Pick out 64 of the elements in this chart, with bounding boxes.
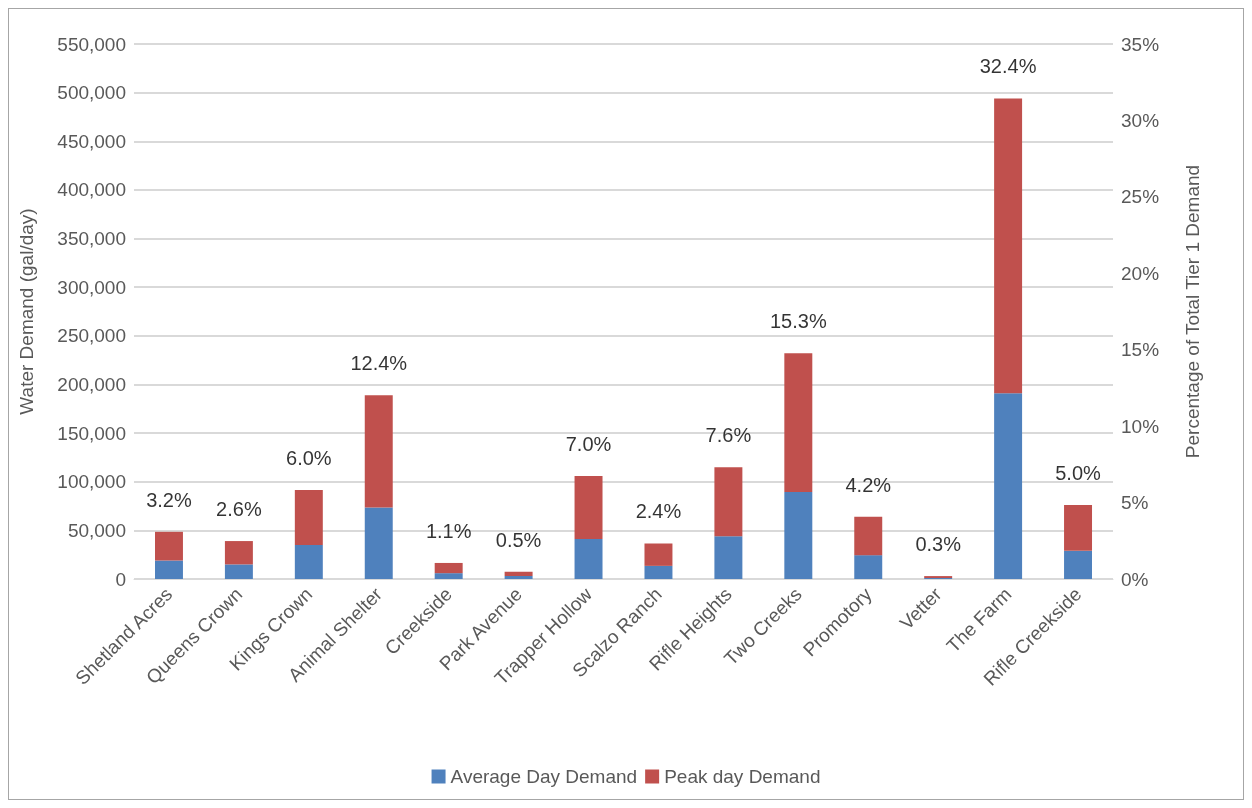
- bar: [154, 560, 183, 579]
- bar: [504, 576, 533, 579]
- y2-tick-label: 5%: [1121, 492, 1149, 514]
- legend-label: Average Day Demand: [450, 766, 638, 787]
- y-tick-label: 200,000: [57, 373, 126, 395]
- bar: [224, 564, 253, 579]
- annotation: 1.1%: [425, 519, 472, 542]
- bar: [504, 571, 533, 577]
- bar: [434, 573, 463, 579]
- annotation: 5.0%: [1055, 462, 1102, 485]
- bar: [854, 516, 883, 556]
- y-tick-label: 300,000: [57, 276, 126, 298]
- y2-axis-title: Percentage of Total Tier 1 Demand: [1182, 164, 1203, 459]
- annotation: 4.2%: [845, 473, 892, 496]
- y2-tick-label: 0%: [1121, 568, 1149, 590]
- annotation: 0.3%: [915, 533, 962, 556]
- y2-tick-label: 15%: [1121, 339, 1160, 361]
- bar: [784, 353, 813, 492]
- annotation: 32.4%: [979, 55, 1037, 78]
- y-axis-title: Water Demand (gal/day): [16, 208, 37, 415]
- annotation: 6.0%: [286, 447, 332, 469]
- bar: [294, 544, 323, 579]
- annotation: 3.2%: [146, 488, 192, 511]
- bar: [224, 541, 253, 565]
- annotation: 7.0%: [565, 432, 612, 455]
- bar: [644, 543, 673, 566]
- bar: [1064, 550, 1093, 579]
- y2-tick-label: 35%: [1121, 33, 1160, 55]
- bar: [574, 475, 603, 540]
- annotation: 7.6%: [705, 424, 752, 447]
- annotation: 15.3%: [769, 310, 827, 333]
- y-tick-label: 150,000: [57, 422, 126, 444]
- y-tick-label: 250,000: [57, 325, 126, 347]
- legend-label: Peak day Demand: [664, 766, 821, 787]
- bar: [574, 539, 603, 579]
- bar: [994, 393, 1023, 579]
- y-tick-label: 100,000: [57, 471, 126, 493]
- y-tick-label: 0: [115, 568, 126, 590]
- y-tick-label: 350,000: [57, 228, 126, 250]
- y-tick-label: 50,000: [67, 519, 126, 541]
- bar: [294, 490, 323, 545]
- y2-tick-label: 20%: [1121, 262, 1160, 284]
- annotation: 12.4%: [350, 352, 408, 375]
- bar: [714, 536, 743, 579]
- bar: [854, 555, 883, 579]
- bar: [434, 562, 463, 574]
- bar: [364, 507, 393, 579]
- y-tick-label: 550,000: [57, 33, 126, 55]
- y-tick-label: 400,000: [57, 179, 126, 201]
- bar: [1064, 505, 1093, 551]
- y2-tick-label: 10%: [1121, 415, 1160, 437]
- bar: [714, 467, 743, 537]
- annotation: 2.4%: [635, 500, 682, 523]
- annotation: 2.6%: [216, 498, 262, 521]
- bar: [644, 565, 673, 579]
- y-tick-label: 500,000: [57, 82, 126, 104]
- annotation: 0.5%: [495, 528, 542, 551]
- bar: [364, 395, 393, 508]
- bar: [784, 491, 813, 579]
- y-tick-label: 450,000: [57, 130, 126, 152]
- y2-tick-label: 25%: [1121, 186, 1160, 208]
- bar: [154, 531, 183, 561]
- y2-tick-label: 30%: [1121, 109, 1160, 131]
- bar: [994, 98, 1023, 394]
